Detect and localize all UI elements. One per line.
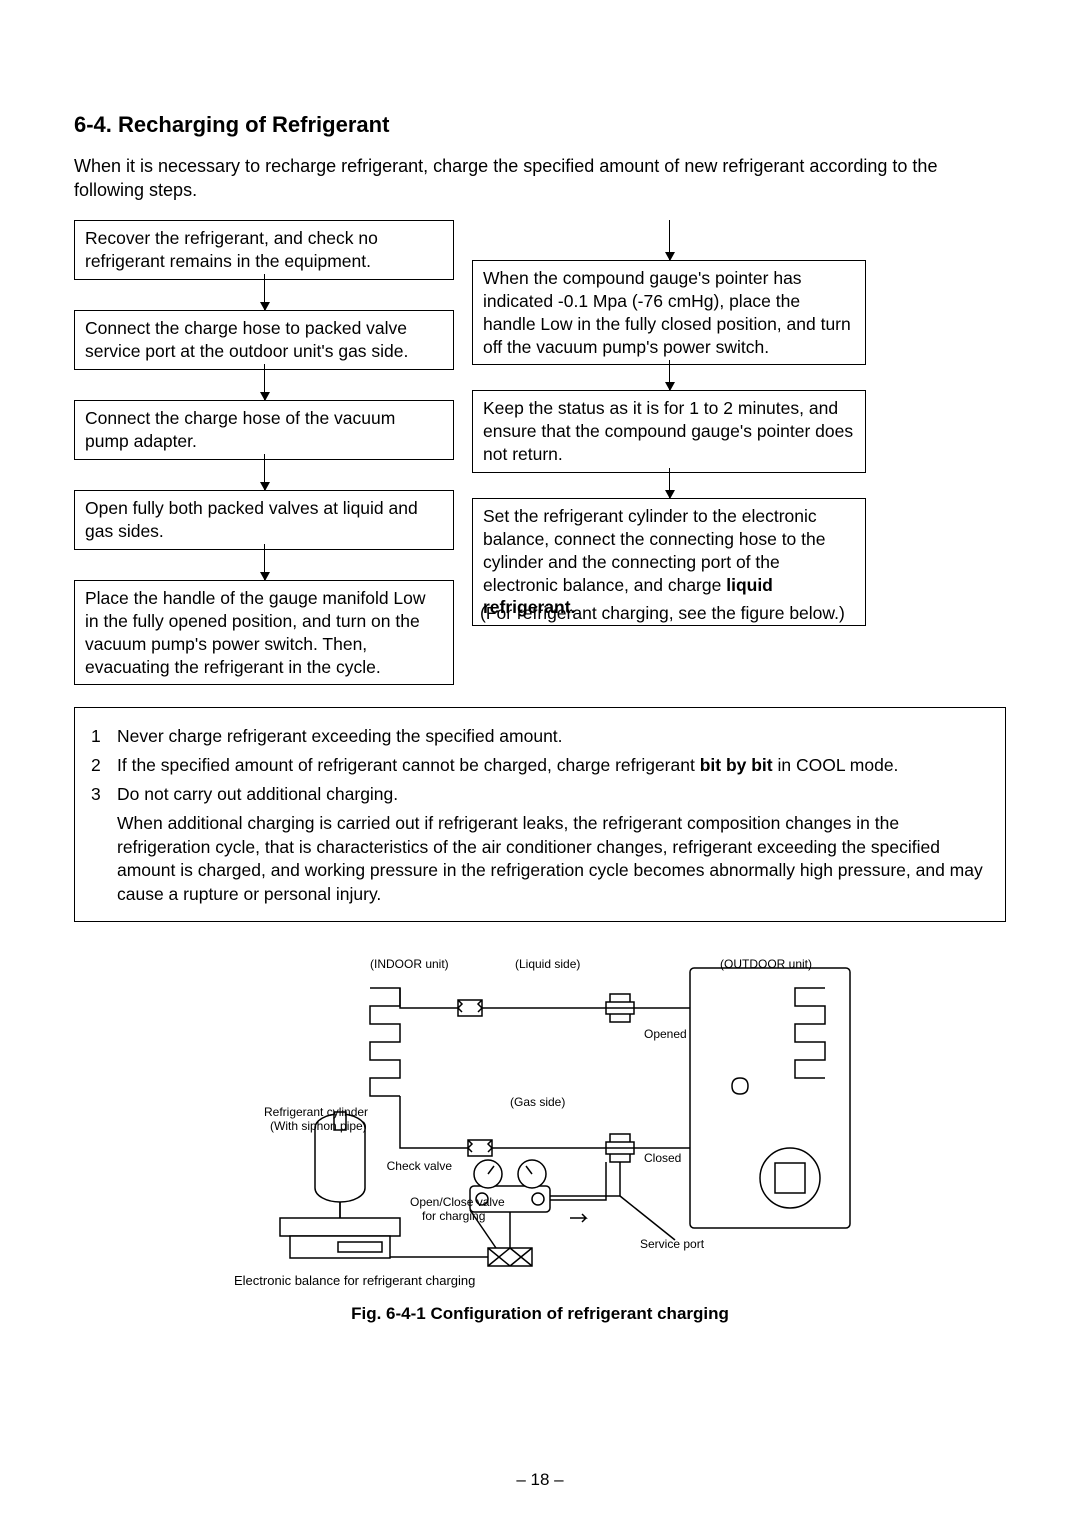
svg-text:Check valve: Check valve xyxy=(387,1159,453,1173)
flow-step-right-1: Keep the status as it is for 1 to 2 minu… xyxy=(472,390,866,472)
svg-text:Service port: Service port xyxy=(640,1237,705,1251)
caution-subtext: When additional charging is carried out … xyxy=(117,812,989,907)
flow-arrow-right-2 xyxy=(669,468,670,498)
page: 6-4. Recharging of Refrigerant When it i… xyxy=(0,0,1080,1528)
flow-arrow-left-2 xyxy=(264,454,265,490)
caution-item-1: 2If the specified amount of refrigerant … xyxy=(91,754,989,778)
svg-text:Opened: Opened xyxy=(644,1027,687,1041)
flow-step-left-3: Open fully both packed valves at liquid … xyxy=(74,490,454,550)
caution-text: If the specified amount of refrigerant c… xyxy=(117,754,989,778)
svg-text:for charging: for charging xyxy=(422,1209,485,1223)
figure-title: Fig. 6-4-1 Configuration of refrigerant … xyxy=(74,1303,1006,1326)
page-number: – 18 – xyxy=(0,1469,1080,1492)
flow-step-left-0: Recover the refrigerant, and check no re… xyxy=(74,220,454,280)
svg-text:(Liquid side): (Liquid side) xyxy=(515,957,580,971)
intro-paragraph: When it is necessary to recharge refrige… xyxy=(74,154,1006,203)
flow-step-left-1: Connect the charge hose to packed valve … xyxy=(74,310,454,370)
svg-text:(Gas side): (Gas side) xyxy=(510,1095,565,1109)
figure: Opened Closed (INDOOR unit) (Liquid side) (O… xyxy=(74,948,1006,1326)
svg-text:(INDOOR unit): (INDOOR unit) xyxy=(370,957,449,971)
caution-box: 1Never charge refrigerant exceeding the … xyxy=(74,707,1006,921)
figure-caption-small: Electronic balance for refrigerant charg… xyxy=(234,1272,1006,1290)
flow-step-left-4: Place the handle of the gauge manifold L… xyxy=(74,580,454,685)
flow-right-note: (For refrigerant charging, see the figur… xyxy=(480,602,858,625)
section-title: 6-4. Recharging of Refrigerant xyxy=(74,110,1006,140)
flowchart: Recover the refrigerant, and check no re… xyxy=(74,220,1006,685)
svg-text:Closed: Closed xyxy=(644,1151,681,1165)
figure-svg: Opened Closed (INDOOR unit) (Liquid side) (O… xyxy=(220,948,860,1268)
caution-item-0: 1Never charge refrigerant exceeding the … xyxy=(91,725,989,749)
caution-num: 1 xyxy=(91,725,117,749)
caution-text: Never charge refrigerant exceeding the s… xyxy=(117,725,989,749)
flow-step-left-2: Connect the charge hose of the vacuum pu… xyxy=(74,400,454,460)
flow-arrow-right-1 xyxy=(669,360,670,390)
flow-step-right-0: When the compound gauge's pointer has in… xyxy=(472,260,866,365)
flow-arrow-right-0 xyxy=(669,220,670,260)
caution-item-2: 3Do not carry out additional charging. xyxy=(91,783,989,807)
svg-text:Open/Close valve: Open/Close valve xyxy=(410,1195,505,1209)
svg-text:(OUTDOOR unit): (OUTDOOR unit) xyxy=(720,957,812,971)
caution-num: 2 xyxy=(91,754,117,778)
caution-num: 3 xyxy=(91,783,117,807)
flow-arrow-left-1 xyxy=(264,364,265,400)
svg-text:Refrigerant cylinder: Refrigerant cylinder xyxy=(264,1105,368,1119)
flow-arrow-left-3 xyxy=(264,544,265,580)
flow-arrow-left-0 xyxy=(264,274,265,310)
caution-text: Do not carry out additional charging. xyxy=(117,783,989,807)
svg-text:(With siphon pipe): (With siphon pipe) xyxy=(270,1119,367,1133)
